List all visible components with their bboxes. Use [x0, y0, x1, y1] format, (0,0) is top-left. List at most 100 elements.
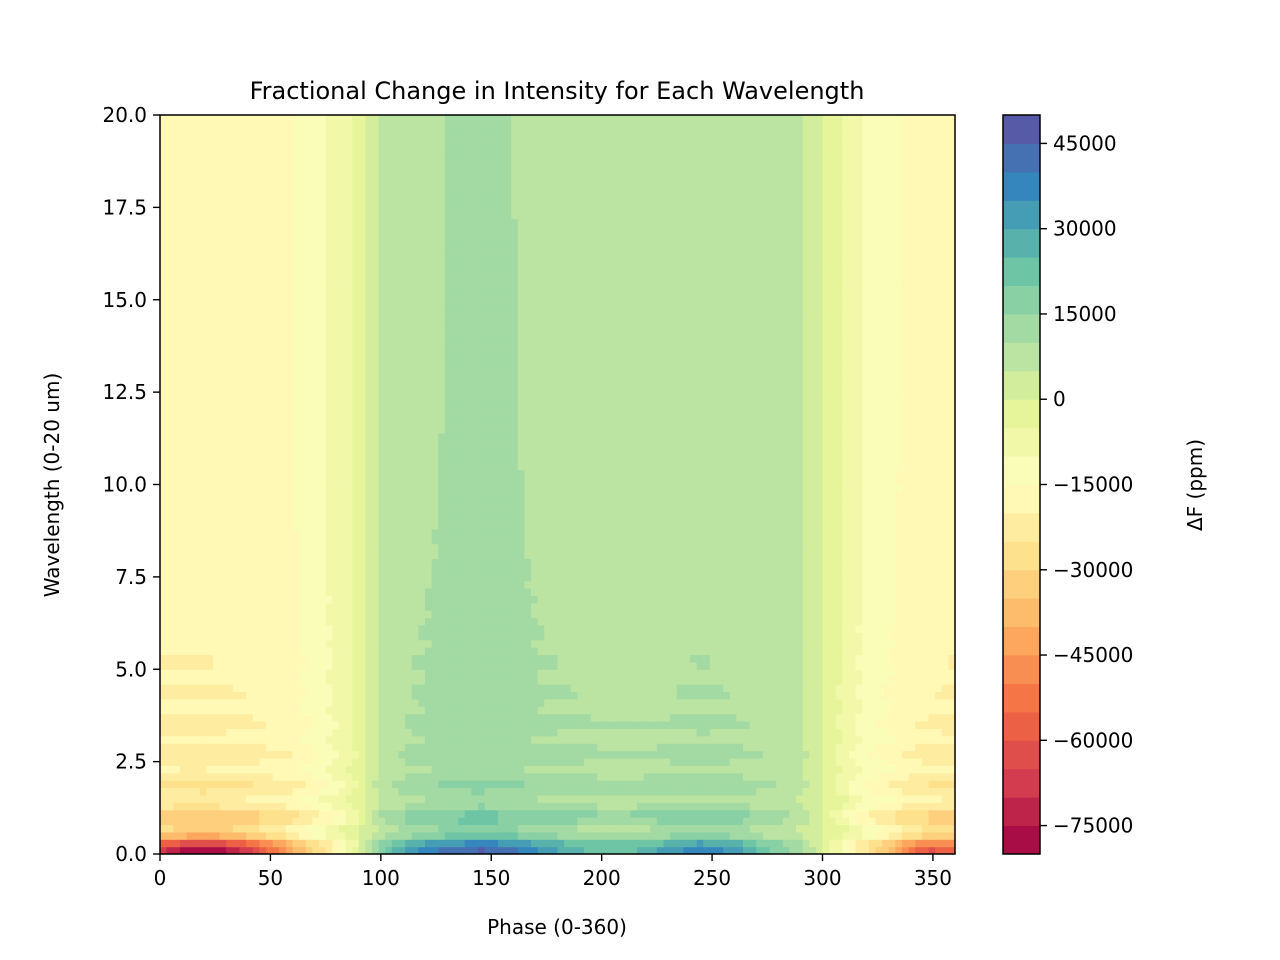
heatmap-cell — [246, 743, 254, 752]
heatmap-cell — [365, 757, 373, 766]
heatmap-cell — [709, 654, 718, 663]
heatmap-cell — [511, 684, 519, 693]
heatmap-cell — [464, 698, 472, 707]
heatmap-cell — [676, 595, 684, 604]
heatmap-cell — [451, 617, 459, 626]
heatmap-cell — [703, 691, 711, 700]
heatmap-cell — [325, 624, 333, 633]
heatmap-cell — [232, 610, 241, 619]
heatmap-cell — [709, 647, 718, 656]
heatmap-cell — [550, 617, 559, 626]
heatmap-cell — [219, 839, 227, 848]
heatmap-cell — [239, 691, 247, 700]
heatmap-cell — [723, 647, 731, 656]
heatmap-cell — [312, 587, 320, 596]
heatmap-cell — [458, 765, 466, 774]
heatmap-cell — [736, 706, 744, 715]
heatmap-cell — [517, 765, 525, 774]
heatmap-cell — [504, 691, 512, 700]
heatmap-cell — [888, 817, 896, 826]
heatmap-cell — [888, 551, 896, 559]
heatmap-cell — [391, 713, 400, 722]
heatmap-cell — [762, 558, 771, 567]
heatmap-cell — [663, 661, 671, 670]
heatmap-cell — [193, 551, 201, 559]
heatmap-cell — [193, 757, 201, 766]
heatmap-cell — [266, 551, 274, 559]
heatmap-cell — [809, 654, 817, 663]
heatmap-cell — [557, 595, 565, 604]
heatmap-cell — [464, 543, 472, 552]
heatmap-cell — [378, 728, 386, 737]
heatmap-cell — [948, 551, 955, 559]
heatmap-cell — [398, 765, 406, 774]
heatmap-cell — [729, 824, 737, 833]
heatmap-cell — [166, 669, 174, 678]
heatmap-cell — [603, 765, 612, 774]
heatmap-cell — [305, 772, 313, 781]
heatmap-cell — [736, 698, 744, 707]
heatmap-cell — [557, 743, 565, 752]
heatmap-cell — [743, 735, 751, 744]
heatmap-cell — [372, 684, 380, 693]
heatmap-cell — [497, 824, 506, 833]
heatmap-cell — [630, 543, 638, 552]
heatmap-cell — [458, 817, 466, 826]
heatmap-cell — [531, 654, 539, 663]
heatmap-cell — [186, 831, 194, 840]
heatmap-cell — [802, 802, 810, 811]
heatmap-cell — [709, 617, 718, 626]
heatmap-cell — [835, 558, 843, 567]
heatmap-cell — [703, 698, 711, 707]
heatmap-cell — [928, 610, 936, 619]
heatmap-cell — [405, 846, 413, 854]
heatmap-cell — [279, 610, 287, 619]
heatmap-cell — [690, 654, 698, 663]
heatmap-cell — [425, 728, 433, 737]
heatmap-cell — [670, 787, 678, 796]
heatmap-cell — [246, 639, 254, 648]
heatmap-cell — [464, 684, 472, 693]
heatmap-cell — [584, 543, 592, 552]
heatmap-cell — [206, 743, 214, 752]
heatmap-cell — [279, 824, 287, 833]
heatmap-cell — [895, 595, 903, 604]
heatmap-cell — [921, 602, 930, 611]
heatmap-cell — [338, 669, 347, 678]
heatmap-cell — [729, 565, 737, 574]
heatmap-cell — [941, 602, 949, 611]
heatmap-cell — [743, 610, 751, 619]
heatmap-cell — [762, 698, 771, 707]
heatmap-cell — [696, 602, 704, 611]
heatmap-cell — [451, 669, 459, 678]
heatmap-cell — [179, 676, 188, 685]
heatmap-cell — [312, 565, 320, 574]
heatmap-cell — [239, 654, 247, 663]
heatmap-cell — [246, 565, 254, 574]
heatmap-cell — [232, 750, 241, 759]
heatmap-cell — [670, 654, 678, 663]
heatmap-cell — [782, 669, 790, 678]
heatmap-cell — [213, 624, 221, 633]
heatmap-cell — [915, 713, 923, 722]
heatmap-cell — [584, 647, 592, 656]
heatmap-cell — [398, 713, 406, 722]
heatmap-cell — [511, 765, 519, 774]
heatmap-cell — [391, 698, 400, 707]
heatmap-cell — [743, 839, 751, 848]
heatmap-cell — [471, 817, 479, 826]
heatmap-cell — [849, 551, 857, 559]
heatmap-cell — [796, 757, 804, 766]
heatmap-cell — [941, 772, 949, 781]
heatmap-cell — [690, 580, 698, 589]
heatmap-cell — [729, 787, 737, 796]
heatmap-cell — [875, 565, 883, 574]
heatmap-cell — [226, 639, 234, 648]
heatmap-cell — [603, 787, 612, 796]
heatmap-cell — [762, 654, 771, 663]
heatmap-cell — [464, 817, 472, 826]
heatmap-cell — [332, 772, 340, 781]
heatmap-cell — [703, 735, 711, 744]
heatmap-cell — [855, 720, 863, 729]
heatmap-cell — [756, 757, 764, 766]
